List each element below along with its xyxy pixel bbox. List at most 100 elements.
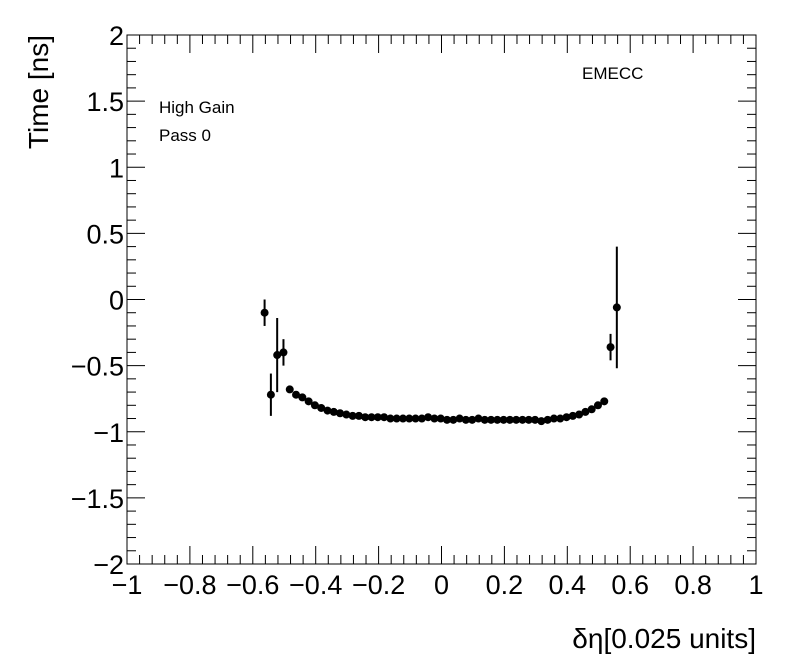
point-marker xyxy=(543,415,552,424)
data-point xyxy=(581,407,590,416)
data-point xyxy=(518,415,527,424)
point-marker xyxy=(606,343,615,352)
point-marker xyxy=(392,414,401,423)
point-marker xyxy=(480,415,489,424)
data-point xyxy=(443,415,452,424)
data-point xyxy=(568,411,577,420)
point-marker xyxy=(556,414,565,423)
data-point xyxy=(392,414,401,423)
data-point xyxy=(323,406,332,415)
data-point xyxy=(430,414,439,423)
data-point xyxy=(436,414,445,423)
point-marker xyxy=(323,406,332,415)
point-marker xyxy=(518,415,527,424)
point-marker xyxy=(398,414,407,423)
point-marker xyxy=(568,411,577,420)
data-point xyxy=(354,411,363,420)
point-marker xyxy=(468,415,477,424)
axis-ticks xyxy=(126,34,757,565)
data-point xyxy=(549,414,558,423)
data-point xyxy=(298,393,307,402)
data-point xyxy=(405,414,414,423)
data-point xyxy=(380,413,389,422)
point-marker xyxy=(562,413,571,422)
data-point xyxy=(505,415,514,424)
point-marker xyxy=(260,308,269,317)
data-point xyxy=(562,413,571,422)
point-marker xyxy=(505,415,514,424)
point-marker xyxy=(593,401,602,410)
data-point xyxy=(593,401,602,410)
point-marker xyxy=(380,413,389,422)
point-marker xyxy=(279,348,288,357)
data-point xyxy=(480,415,489,424)
point-marker xyxy=(524,415,533,424)
point-marker xyxy=(361,413,370,422)
y-tick-label: 1 xyxy=(109,153,124,183)
point-marker xyxy=(499,415,508,424)
data-point xyxy=(386,414,395,423)
point-marker xyxy=(304,397,313,406)
data-point xyxy=(342,410,351,419)
point-marker xyxy=(367,413,376,422)
data-point xyxy=(279,339,288,366)
data-point xyxy=(512,415,521,424)
data-point xyxy=(273,318,282,393)
point-marker xyxy=(436,414,445,423)
x-tick-label: −0.4 xyxy=(289,570,342,600)
point-marker xyxy=(430,414,439,423)
point-marker xyxy=(336,409,345,418)
data-point xyxy=(449,415,458,424)
point-marker xyxy=(587,405,596,414)
data-point xyxy=(575,410,584,419)
y-tick-label: −1 xyxy=(93,418,124,448)
data-point xyxy=(266,373,275,416)
point-marker xyxy=(373,413,382,422)
x-tick-label: −0.2 xyxy=(352,570,405,600)
data-point xyxy=(455,414,464,423)
x-tick-label: −0.8 xyxy=(163,570,216,600)
data-point xyxy=(556,414,565,423)
point-marker xyxy=(310,401,319,410)
data-point xyxy=(317,403,326,412)
point-marker xyxy=(342,410,351,419)
point-marker xyxy=(348,411,357,420)
point-marker xyxy=(612,303,621,312)
point-marker xyxy=(298,393,307,402)
data-point xyxy=(531,415,540,424)
point-marker xyxy=(317,403,326,412)
data-point xyxy=(468,415,477,424)
annotation-high-gain: High Gain xyxy=(159,98,235,117)
y-tick-label: −2 xyxy=(93,550,124,580)
data-point xyxy=(373,413,382,422)
data-point xyxy=(493,415,502,424)
point-marker xyxy=(461,415,470,424)
y-tick-label: 0 xyxy=(109,286,124,316)
point-marker xyxy=(386,414,395,423)
point-marker xyxy=(285,385,294,394)
x-tick-label: 0.4 xyxy=(549,570,587,600)
data-point xyxy=(537,417,546,426)
data-point xyxy=(543,415,552,424)
data-points xyxy=(260,246,621,426)
point-marker xyxy=(537,417,546,426)
x-tick-label: 0.6 xyxy=(611,570,649,600)
point-marker xyxy=(405,414,414,423)
point-marker xyxy=(531,415,540,424)
x-tick-label: 1 xyxy=(748,570,763,600)
point-marker xyxy=(443,415,452,424)
x-tick-label: 0 xyxy=(434,570,449,600)
x-tick-label: −1 xyxy=(112,570,143,600)
point-marker xyxy=(600,397,609,406)
point-marker xyxy=(411,414,420,423)
point-marker xyxy=(575,410,584,419)
data-point xyxy=(329,407,338,416)
point-marker xyxy=(329,407,338,416)
data-point xyxy=(367,413,376,422)
data-point xyxy=(417,414,426,423)
y-axis-title: Time [ns] xyxy=(23,35,54,149)
data-point xyxy=(260,299,269,326)
point-marker xyxy=(474,414,483,423)
annotation-detector: EMECC xyxy=(582,64,643,83)
